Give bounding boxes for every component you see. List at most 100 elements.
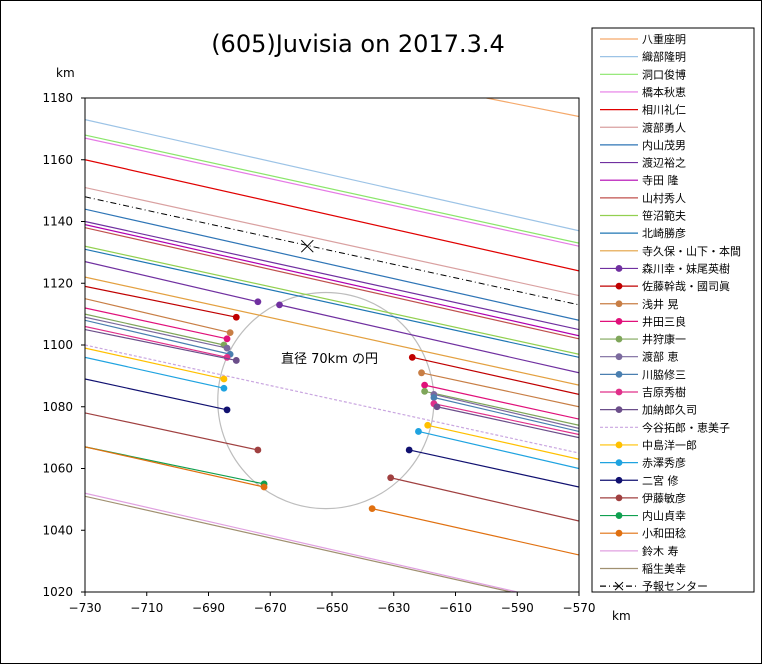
legend-marker	[615, 282, 623, 290]
y-tick-label: 1120	[42, 276, 73, 290]
x-tick-label: −650	[316, 601, 349, 615]
series-marker	[418, 369, 425, 377]
legend-marker	[615, 353, 623, 361]
legend-label: 笹沼範夫	[642, 209, 686, 223]
legend-label: 予報センター	[642, 580, 708, 593]
legend-label: 洞口俊博	[642, 67, 686, 81]
y-axis-unit: km	[56, 66, 75, 80]
legend-item: 稲生美幸	[600, 562, 686, 576]
legend-item: 山村秀人	[600, 191, 686, 205]
series-marker	[223, 406, 231, 414]
series-line	[85, 159, 579, 272]
legend-label: 井狩康一	[642, 332, 686, 346]
series-line	[85, 285, 237, 318]
legend-label: 浅井 晃	[642, 297, 679, 311]
series-line	[85, 328, 237, 362]
legend-label: 橋本秋恵	[642, 85, 686, 99]
series-marker	[223, 335, 231, 343]
series-marker	[405, 446, 413, 454]
predicted-center-marker	[300, 239, 314, 253]
legend-label: 渡部 恵	[642, 350, 679, 364]
series-line	[424, 384, 579, 420]
series-line	[85, 378, 228, 411]
series-marker	[226, 329, 234, 337]
y-axis-ticks: 1020 1040 1060 1080 1100 1120 1140 1160 1180	[42, 91, 85, 599]
series-line	[85, 208, 579, 321]
legend-label: 二宮 修	[642, 473, 679, 487]
legend-marker	[615, 335, 623, 343]
x-tick-label: −570	[563, 601, 596, 615]
legend-label: 相川礼仁	[642, 103, 686, 117]
legend-item: 北崎勝彦	[600, 226, 686, 240]
series-line	[85, 119, 579, 232]
legend-cross	[614, 581, 624, 591]
legend-item: 笹沼範夫	[600, 209, 686, 223]
series-marker	[368, 505, 376, 513]
series-line	[85, 412, 259, 451]
series-line	[85, 325, 228, 358]
series-marker	[424, 421, 432, 429]
legend-label: 寺久保・山下・本間	[642, 244, 741, 258]
series-marker	[408, 353, 416, 361]
series-line	[85, 316, 228, 349]
legend-marker	[615, 300, 623, 308]
x-tick-label: −590	[501, 601, 534, 615]
series-line	[85, 347, 225, 380]
legend-item: 洞口俊博	[600, 67, 686, 81]
legend-label: 伊藤敏彦	[642, 491, 686, 505]
legend-marker	[615, 318, 623, 325]
series-line	[85, 313, 225, 346]
series-line	[421, 372, 579, 408]
chart-title: (605)Juvisia on 2017.3.4	[211, 30, 505, 58]
reference-circle	[217, 291, 435, 510]
x-tick-label: −610	[439, 601, 472, 615]
legend-marker	[615, 370, 623, 378]
legend-label: 佐藤幹哉・國司眞	[642, 279, 730, 293]
series-line	[85, 344, 579, 454]
legend-item: 森川幸・妹尾英樹	[600, 261, 730, 275]
series-marker	[232, 313, 240, 321]
legend-label: 山村秀人	[642, 191, 686, 205]
legend-item: 内山茂男	[600, 138, 686, 152]
legend-item: 佐藤幹哉・國司眞	[600, 279, 730, 293]
y-tick-label: 1040	[42, 523, 73, 537]
series-line	[85, 134, 579, 244]
legend-item: 織部隆明	[600, 50, 686, 64]
legend-item: 川脇修三	[600, 367, 686, 381]
series-line	[436, 406, 579, 439]
series-line	[279, 304, 579, 374]
legend-item: 加納郎久司	[600, 403, 697, 417]
legend-item: 伊藤敏彦	[600, 491, 686, 505]
x-axis-ticks: −730 −710 −690 −670 −650 −630 −610 −590 −570	[69, 592, 596, 615]
series-line	[390, 477, 579, 522]
series-line	[85, 298, 231, 334]
legend-marker	[615, 406, 623, 414]
series-line	[85, 137, 579, 247]
legend-item: 井田三良	[600, 314, 686, 328]
legend-label: 加納郎久司	[642, 403, 697, 417]
series-marker	[232, 357, 240, 364]
legend-item: 赤澤秀彦	[600, 456, 686, 470]
legend-marker	[615, 441, 623, 449]
series-marker	[433, 403, 441, 411]
plot-lines	[85, 98, 579, 592]
circle-annotation: 直径 70km の円	[281, 352, 378, 367]
legend-marker	[615, 265, 623, 272]
legend-label: 内山貞幸	[642, 509, 686, 523]
series-line	[424, 390, 579, 426]
legend-item: 渡部 恵	[600, 350, 679, 364]
legend-item: 予報センター	[600, 580, 708, 593]
legend-marker	[615, 476, 623, 484]
series-marker	[220, 375, 228, 383]
series-line	[486, 98, 579, 118]
x-tick-label: −670	[254, 601, 287, 615]
series-line	[85, 248, 579, 358]
series-marker	[387, 474, 395, 482]
y-tick-label: 1100	[42, 338, 73, 352]
legend-item: 渡部勇人	[600, 120, 686, 134]
legend-label: 寺田 隆	[642, 173, 679, 187]
legend-label: 吉原秀樹	[642, 386, 686, 399]
series-line	[412, 356, 579, 395]
